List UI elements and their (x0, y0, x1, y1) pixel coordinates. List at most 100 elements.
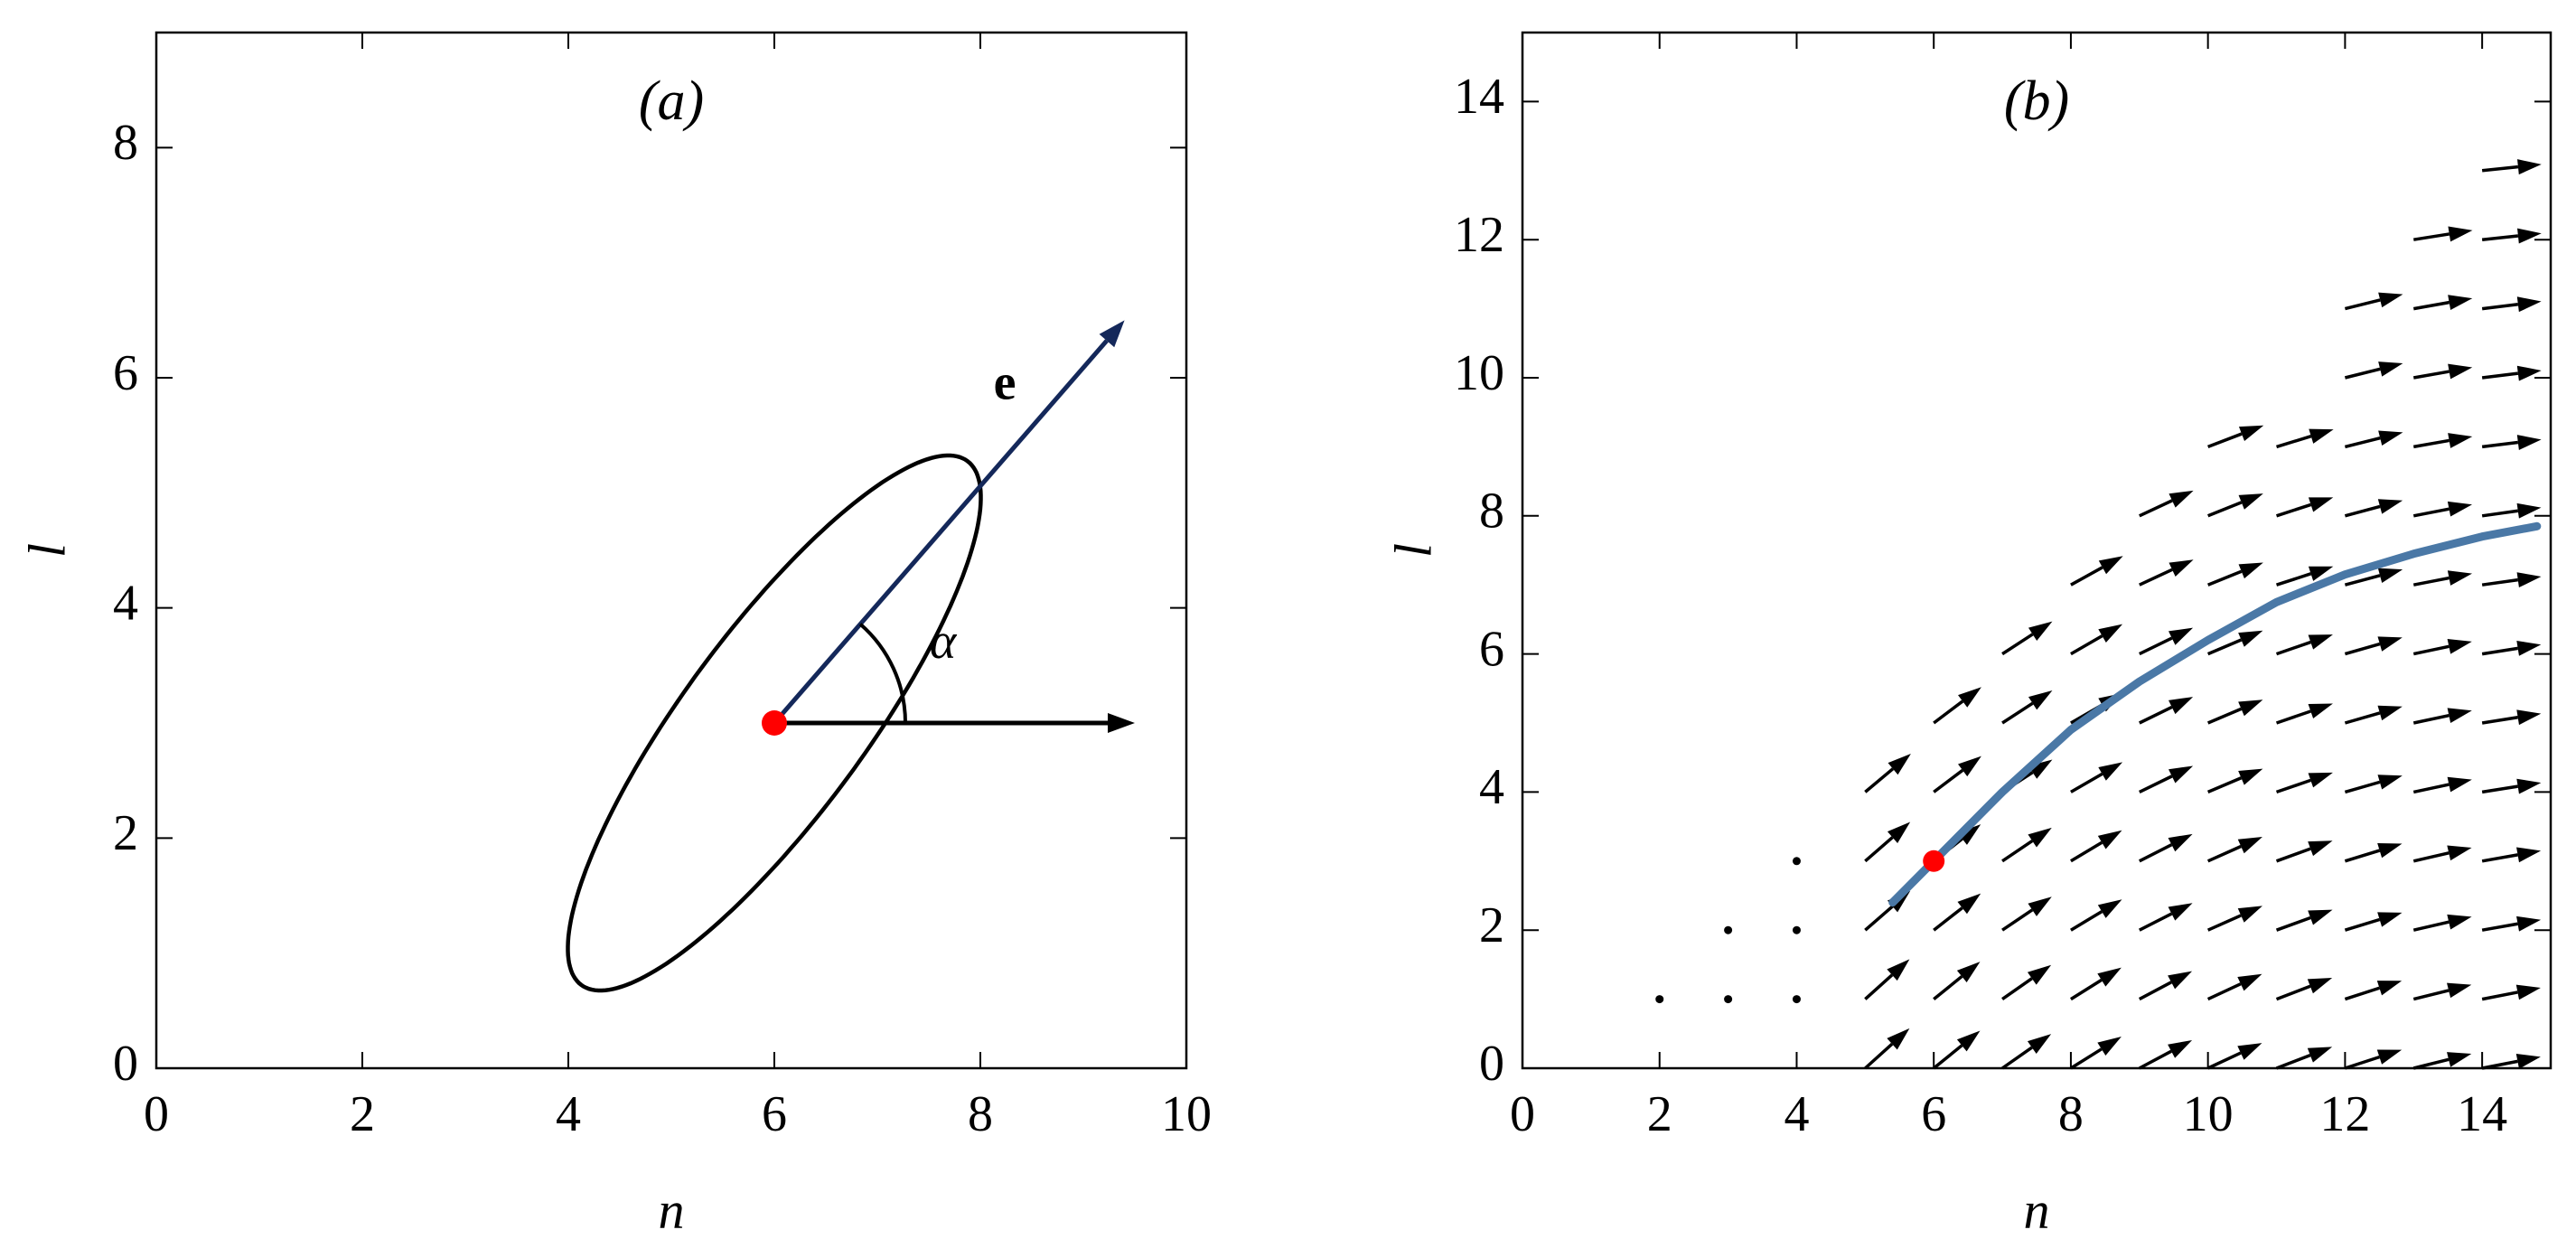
field-arrow-head (2098, 762, 2123, 781)
field-arrow-head (2308, 634, 2333, 650)
vector-head (1108, 713, 1135, 733)
field-arrow (2412, 713, 2450, 725)
x-tick-label: 8 (2058, 1086, 2084, 1142)
x-tick-label: 0 (144, 1086, 169, 1142)
field-arrow-head (2238, 562, 2263, 579)
field-arrow (2138, 1049, 2172, 1070)
y-tick-label: 4 (1479, 759, 1504, 815)
field-arrow (2481, 509, 2518, 518)
field-arrow (1864, 905, 1894, 932)
field-arrow-head (2516, 502, 2542, 519)
field-arrow (2412, 783, 2450, 794)
field-arrow-head (2516, 572, 2542, 588)
field-arrow (2344, 298, 2381, 311)
field-arrow-head (2097, 830, 2122, 850)
field-arrow (2481, 440, 2519, 449)
field-arrow-head (2308, 703, 2333, 719)
zero-vector-dot (1655, 995, 1664, 1004)
field-arrow (1933, 768, 1964, 793)
field-arrow (2481, 1059, 2518, 1070)
field-arrow (2344, 642, 2381, 656)
field-arrow (2070, 566, 2103, 587)
field-arrow (2481, 716, 2518, 725)
zero-vector-dot (1792, 925, 1801, 934)
field-arrow (2275, 709, 2311, 725)
y-tick-label: 2 (1479, 897, 1504, 953)
field-arrow-head (1958, 756, 1981, 777)
field-arrow (2412, 989, 2450, 1001)
field-arrow-head (2237, 1043, 2262, 1060)
x-tick-label: 2 (350, 1086, 375, 1142)
field-arrow (2275, 502, 2312, 518)
field-arrow (2139, 912, 2173, 932)
field-arrow (1933, 1044, 1963, 1070)
field-arrow (2070, 634, 2103, 656)
field-arrow (2412, 232, 2450, 241)
field-arrow (2206, 776, 2243, 794)
field-arrow-head (2515, 984, 2541, 1000)
field-arrow (2206, 914, 2242, 932)
field-arrow-head (2169, 559, 2194, 577)
x-tick-label: 4 (1784, 1086, 1809, 1142)
field-arrow-head (1956, 962, 1981, 983)
field-arrow-head (2098, 556, 2123, 575)
field-arrow-head (2028, 621, 2053, 641)
vector (773, 339, 1109, 725)
x-axis-label: n (659, 1180, 685, 1239)
field-arrow-head (2169, 765, 2194, 784)
field-arrow (2070, 1047, 2103, 1070)
field-arrow (2275, 640, 2311, 656)
field-arrow (2412, 644, 2450, 656)
field-arrow-head (1957, 893, 1981, 915)
field-arrow-head (2447, 845, 2472, 861)
ellipse (566, 453, 983, 993)
angle-arc (858, 623, 907, 724)
field-arrow (2138, 981, 2172, 1001)
y-tick-label: 8 (113, 115, 138, 171)
y-tick-label: 14 (1454, 69, 1504, 125)
field-arrow (2344, 849, 2381, 863)
field-arrow-head (2447, 708, 2472, 723)
field-arrow-head (2237, 973, 2262, 991)
zero-vector-dot (1792, 995, 1801, 1004)
field-arrow-head (2378, 292, 2403, 308)
zero-vector-dot (1724, 995, 1733, 1004)
field-arrow-head (2237, 836, 2262, 854)
field-arrow (2412, 370, 2450, 380)
field-arrow-head (2309, 428, 2334, 444)
field-arrow (2344, 917, 2381, 932)
field-arrow (2206, 982, 2242, 1001)
field-arrow-head (2516, 709, 2542, 726)
field-arrow-head (2238, 630, 2263, 647)
field-arrow-head (2448, 363, 2473, 380)
field-arrow (2275, 778, 2311, 794)
field-arrow (2344, 711, 2381, 725)
field-arrow (2139, 775, 2173, 793)
field-arrow (2207, 569, 2243, 587)
field-arrow-head (2377, 912, 2403, 927)
field-arrow-head (2516, 847, 2542, 863)
field-arrow-head (1958, 687, 1981, 708)
field-arrow (1933, 699, 1964, 725)
field-arrow-head (2169, 627, 2194, 645)
field-arrow-head (2377, 775, 2403, 790)
field-arrow (2481, 646, 2518, 656)
field-arrow (2001, 977, 2033, 1001)
field-arrow (2275, 847, 2311, 863)
field-arrow-head (2448, 295, 2473, 311)
field-arrow-head (2516, 365, 2542, 381)
field-arrow-head (2028, 827, 2052, 848)
field-arrow-head (1957, 824, 1981, 845)
field-arrow-head (2028, 690, 2053, 710)
field-arrow (2070, 840, 2103, 863)
y-tick-label: 2 (113, 805, 138, 861)
y-tick-label: 8 (1479, 483, 1504, 540)
field-arrow (2412, 851, 2450, 863)
y-tick-label: 6 (1479, 621, 1504, 677)
field-arrow (2344, 780, 2381, 794)
field-arrow-head (2097, 1037, 2122, 1056)
field-arrow-head (2378, 361, 2403, 377)
x-tick-label: 12 (2319, 1086, 2370, 1142)
